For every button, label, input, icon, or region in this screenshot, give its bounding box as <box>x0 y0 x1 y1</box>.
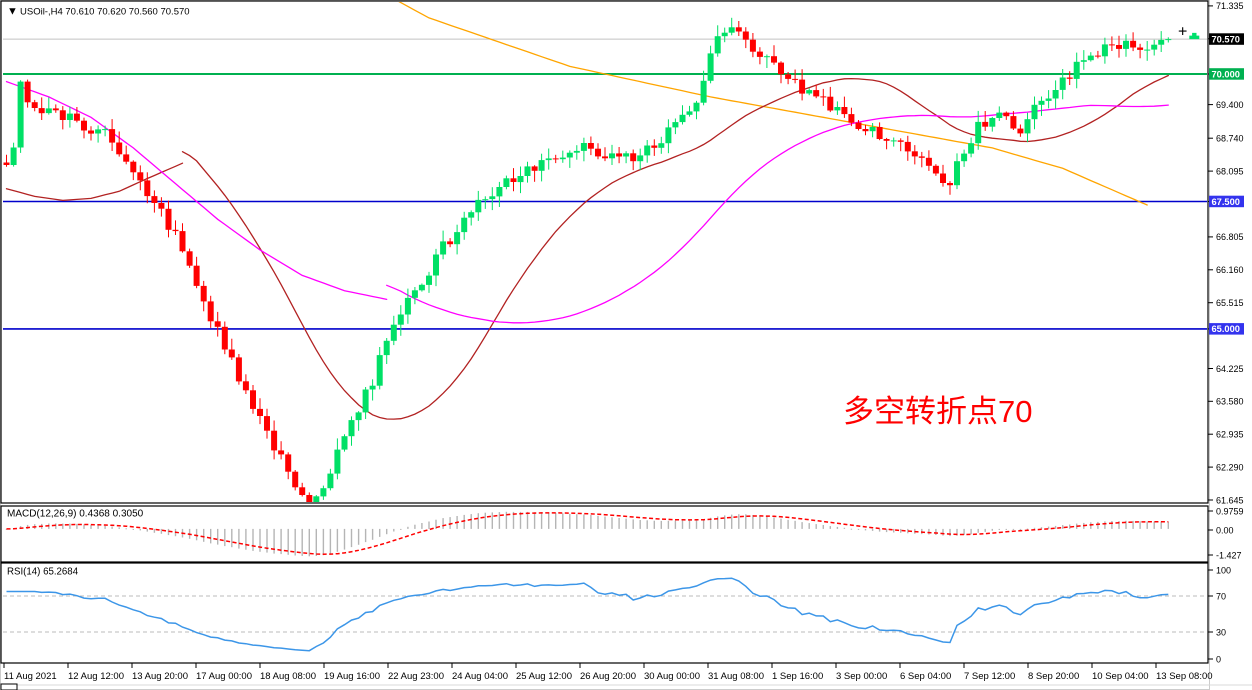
svg-text:0.9759: 0.9759 <box>1216 506 1244 516</box>
svg-text:RSI(14) 65.2684: RSI(14) 65.2684 <box>7 567 79 578</box>
svg-text:1 Sep 16:00: 1 Sep 16:00 <box>772 671 823 682</box>
svg-text:71.335: 71.335 <box>1216 1 1244 11</box>
svg-text:70.000: 70.000 <box>1212 69 1240 79</box>
svg-text:MACD(12,26,9) 0.4368 0.3050: MACD(12,26,9) 0.4368 0.3050 <box>7 509 144 520</box>
svg-text:31 Aug 08:00: 31 Aug 08:00 <box>708 671 764 682</box>
svg-text:0: 0 <box>1216 654 1221 664</box>
svg-text:68.740: 68.740 <box>1216 134 1244 144</box>
svg-text:66.160: 66.160 <box>1216 265 1244 275</box>
svg-text:22 Aug 23:00: 22 Aug 23:00 <box>388 671 444 682</box>
svg-text:62.290: 62.290 <box>1216 462 1244 472</box>
svg-text:63.580: 63.580 <box>1216 397 1244 407</box>
svg-text:24 Aug 04:00: 24 Aug 04:00 <box>452 671 508 682</box>
svg-text:19 Aug 16:00: 19 Aug 16:00 <box>324 671 380 682</box>
svg-text:30: 30 <box>1216 627 1226 637</box>
svg-text:12 Aug 12:00: 12 Aug 12:00 <box>68 671 124 682</box>
svg-text:多空转折点70: 多空转折点70 <box>843 394 1032 429</box>
svg-text:69.400: 69.400 <box>1216 100 1244 110</box>
svg-text:65.000: 65.000 <box>1212 324 1240 334</box>
svg-text:70.570: 70.570 <box>1212 34 1240 44</box>
svg-text:13 Sep 08:00: 13 Sep 08:00 <box>1156 671 1213 682</box>
svg-text:7 Sep 12:00: 7 Sep 12:00 <box>964 671 1015 682</box>
svg-text:11 Aug 2021: 11 Aug 2021 <box>4 671 57 682</box>
svg-text:18 Aug 08:00: 18 Aug 08:00 <box>260 671 316 682</box>
svg-text:66.805: 66.805 <box>1216 232 1244 242</box>
svg-text:13 Aug 20:00: 13 Aug 20:00 <box>132 671 188 682</box>
svg-text:26 Aug 20:00: 26 Aug 20:00 <box>580 671 636 682</box>
svg-text:61.645: 61.645 <box>1216 495 1244 505</box>
svg-text:64.225: 64.225 <box>1216 364 1244 374</box>
svg-text:62.935: 62.935 <box>1216 430 1244 440</box>
svg-text:3 Sep 00:00: 3 Sep 00:00 <box>836 671 887 682</box>
svg-text:8 Sep 20:00: 8 Sep 20:00 <box>1028 671 1079 682</box>
svg-text:6 Sep 04:00: 6 Sep 04:00 <box>900 671 951 682</box>
svg-text:65.515: 65.515 <box>1216 298 1244 308</box>
svg-text:10 Sep 04:00: 10 Sep 04:00 <box>1092 671 1149 682</box>
svg-text:100: 100 <box>1216 565 1231 575</box>
svg-text:70: 70 <box>1216 591 1226 601</box>
svg-text:-1.427: -1.427 <box>1216 550 1242 560</box>
svg-text:68.095: 68.095 <box>1216 166 1244 176</box>
svg-text:25 Aug 12:00: 25 Aug 12:00 <box>516 671 572 682</box>
svg-text:+: + <box>1178 24 1187 41</box>
svg-text:17 Aug 00:00: 17 Aug 00:00 <box>196 671 252 682</box>
svg-text:▼: ▼ <box>7 6 18 18</box>
svg-text:USOil-,H4 70.610 70.620 70.56: USOil-,H4 70.610 70.620 70.560 70.570 <box>20 7 190 18</box>
svg-text:0.00: 0.00 <box>1216 525 1234 535</box>
svg-text:30 Aug 00:00: 30 Aug 00:00 <box>644 671 700 682</box>
svg-text:67.500: 67.500 <box>1212 197 1240 207</box>
